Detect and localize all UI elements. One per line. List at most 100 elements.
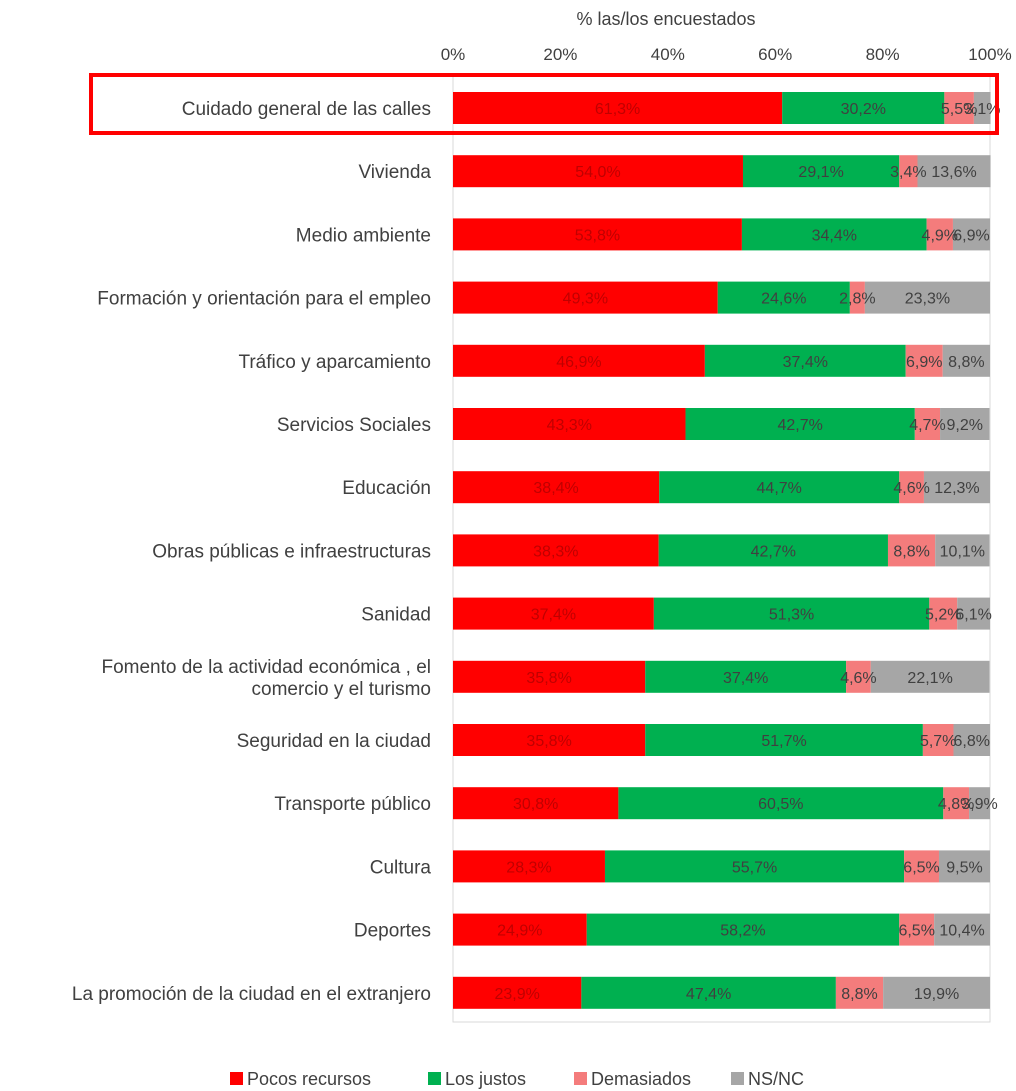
data-label-pocos-recursos: 38,3% (533, 543, 578, 560)
legend-swatch-los-justos (428, 1072, 441, 1085)
bar-segment-pocos-recursos (453, 913, 587, 946)
data-label-los-justos: 30,2% (841, 101, 886, 118)
bar-segment-ns-nc (938, 850, 990, 883)
bar-segment-pocos-recursos (453, 471, 660, 504)
data-label-los-justos: 44,7% (757, 480, 802, 497)
category-label: Deportes (354, 921, 431, 942)
bar-segment-demasiados (943, 787, 970, 820)
data-label-demasiados: 5,2% (925, 607, 961, 624)
data-label-demasiados: 6,9% (906, 354, 942, 371)
x-tick-label: 40% (651, 45, 685, 64)
legend-swatch-pocos-recursos (230, 1072, 243, 1085)
bar-segment-demasiados (926, 218, 953, 251)
bar-segment-pocos-recursos (453, 724, 646, 756)
bar-segment-ns-nc (969, 787, 990, 820)
bars (453, 92, 991, 1009)
bar-segment-los-justos (658, 534, 888, 567)
data-label-los-justos: 42,7% (777, 417, 822, 434)
bar-segment-pocos-recursos (453, 155, 743, 188)
bar-segment-demasiados (835, 976, 884, 1009)
data-label-ns-nc: 6,1% (955, 607, 991, 624)
bar-segment-demasiados (846, 660, 871, 693)
bar-segment-pocos-recursos (453, 976, 582, 1009)
bar-segment-demasiados (899, 913, 935, 946)
data-label-ns-nc: 3,9% (961, 796, 997, 813)
bar-segment-ns-nc (917, 155, 991, 188)
bar-segment-demasiados (899, 471, 924, 504)
bar-segment-pocos-recursos (453, 534, 659, 567)
category-label: Cuidado general de las calles (182, 99, 431, 120)
legend-label-ns-nc: NS/NC (748, 1069, 804, 1089)
bar-segment-ns-nc (870, 660, 990, 693)
data-label-pocos-recursos: 35,8% (526, 670, 571, 687)
x-tick-label: 0% (441, 45, 466, 64)
bar-segment-pocos-recursos (453, 92, 783, 124)
data-label-los-justos: 51,7% (761, 733, 806, 750)
data-label-los-justos: 37,4% (783, 354, 828, 371)
data-label-ns-nc: 3,1% (964, 101, 1000, 118)
data-label-pocos-recursos: 37,4% (531, 607, 576, 624)
bar-segment-demasiados (904, 850, 939, 883)
bar-segment-ns-nc (934, 913, 990, 946)
category-label: Medio ambiente (296, 225, 431, 246)
x-tick-label: 80% (866, 45, 900, 64)
bar-segment-los-justos (704, 344, 906, 377)
data-label-ns-nc: 9,5% (946, 859, 982, 876)
data-label-los-justos: 58,2% (720, 923, 765, 940)
bar-segment-demasiados (914, 408, 941, 440)
data-label-ns-nc: 23,3% (905, 291, 950, 308)
data-label-pocos-recursos: 53,8% (575, 227, 620, 244)
bar-segment-ns-nc (923, 471, 990, 504)
bar-segment-ns-nc (957, 597, 990, 630)
x-tick-label: 20% (543, 45, 577, 64)
highlight-box (89, 73, 999, 135)
data-label-pocos-recursos: 46,9% (556, 354, 601, 371)
data-label-pocos-recursos: 30,8% (513, 796, 558, 813)
data-label-pocos-recursos: 49,3% (563, 291, 608, 308)
category-label: La promoción de la ciudad en el extranje… (72, 984, 431, 1005)
data-label-demasiados: 2,8% (839, 291, 875, 308)
bar-segment-demasiados (929, 597, 958, 630)
data-label-ns-nc: 6,9% (953, 227, 989, 244)
legend-label-pocos-recursos: Pocos recursos (247, 1069, 371, 1089)
bar-segment-los-justos (659, 471, 900, 504)
bar-segment-los-justos (645, 724, 923, 756)
data-label-los-justos: 37,4% (723, 670, 768, 687)
data-label-pocos-recursos: 54,0% (575, 164, 620, 181)
data-label-demasiados: 4,6% (840, 670, 876, 687)
data-label-ns-nc: 8,8% (948, 354, 984, 371)
bar-segment-los-justos (782, 92, 945, 124)
bar-segment-pocos-recursos (453, 787, 619, 820)
data-label-ns-nc: 12,3% (934, 480, 979, 497)
legend-swatch-ns-nc (731, 1072, 744, 1085)
data-label-ns-nc: 10,4% (939, 923, 984, 940)
bar-segment-ns-nc (953, 724, 990, 756)
category-label: Tráfico y aparcamiento (238, 352, 431, 373)
bar-segment-los-justos (586, 913, 900, 946)
data-label-ns-nc: 10,1% (940, 543, 985, 560)
category-label: Transporte público (274, 794, 431, 815)
data-label-demasiados: 4,7% (909, 417, 945, 434)
data-label-pocos-recursos: 35,8% (526, 733, 571, 750)
data-label-los-justos: 47,4% (686, 986, 731, 1003)
legend-label-demasiados: Demasiados (591, 1069, 691, 1089)
bar-segment-pocos-recursos (453, 660, 646, 693)
bar-segment-ns-nc (942, 344, 990, 377)
bar-segment-demasiados (944, 92, 974, 124)
bar-segment-pocos-recursos (453, 344, 705, 377)
data-label-ns-nc: 9,2% (947, 417, 983, 434)
data-label-los-justos: 34,4% (812, 227, 857, 244)
category-labels: Cuidado general de las calles Vivienda Med… (72, 99, 432, 1005)
category-label: Sanidad (361, 605, 431, 626)
bar-segment-demasiados (905, 344, 943, 377)
data-label-los-justos: 60,5% (758, 796, 803, 813)
data-label-ns-nc: 6,8% (954, 733, 990, 750)
x-axis-ticks: 0% 20% 40% 60% 80% 100% (441, 45, 1012, 64)
data-label-demasiados: 5,7% (920, 733, 956, 750)
bar-segment-pocos-recursos (453, 597, 654, 630)
bar-segment-los-justos (717, 281, 850, 314)
data-labels: 61,3% 30,2% 5,5%3,1% 54,0% 29,1% 3,4% 13,6% 53,… (494, 101, 1000, 1003)
category-label: Servicios Sociales (277, 415, 431, 436)
data-label-ns-nc: 13,6% (931, 164, 976, 181)
